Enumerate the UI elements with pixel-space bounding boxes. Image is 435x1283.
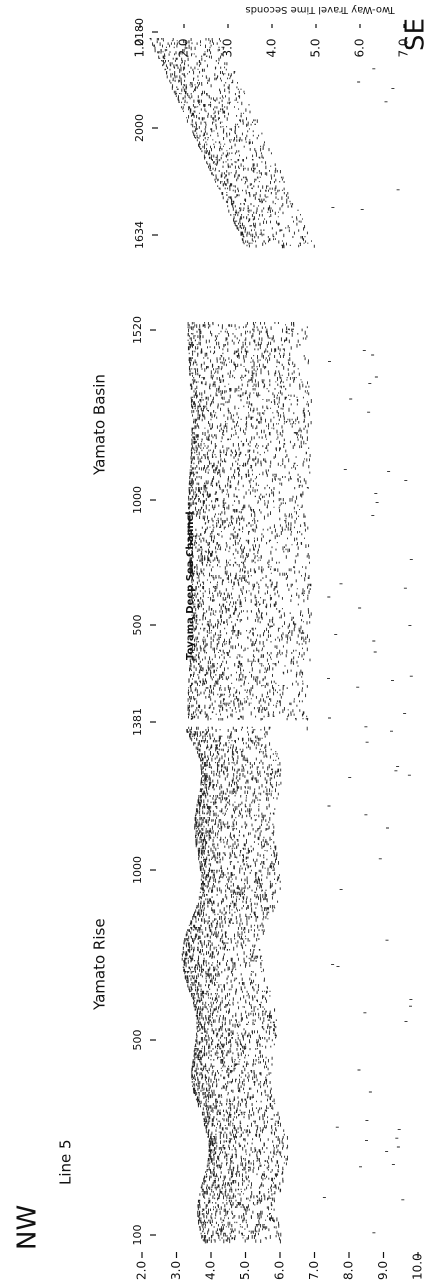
shot-point-label: 100: [131, 1225, 144, 1246]
shot-point-label: 500: [131, 615, 144, 636]
shot-point-label: 2180: [133, 18, 146, 46]
region-label: Yamato Rise: [91, 918, 109, 1011]
time-tick-label: 6.0: [353, 38, 367, 57]
shot-point-label: 1000: [131, 486, 144, 514]
nw-label: NW: [13, 1205, 43, 1250]
shot-point-label: 1634: [133, 221, 146, 249]
time-tick-label: 8.0: [342, 1261, 356, 1280]
channel-label: Toyama Deep Sea Channel: [185, 511, 196, 660]
shot-point-label: 500: [131, 1030, 144, 1051]
axis-title: Two-Way Travel Time Seconds: [245, 4, 395, 15]
shot-point-label: 1520: [131, 316, 144, 344]
time-tick-label: 9.0: [376, 1261, 390, 1280]
time-tick-label: 7.0: [397, 38, 411, 57]
shot-point-label: 1381: [131, 708, 144, 736]
time-tick-label: 3.0: [169, 1261, 183, 1280]
time-tick-label: 4.0: [204, 1261, 218, 1280]
time-tick-label: 5.0: [238, 1261, 252, 1280]
shot-point-label: 2000: [133, 114, 146, 142]
shot-point-label: 1000: [131, 856, 144, 884]
time-tick-label: 4.0: [265, 38, 279, 57]
time-tick-label: 6.0: [273, 1261, 287, 1280]
seismic-profile: NW SE Line 5 Yamato Rise Yamato Basin To…: [0, 0, 435, 1283]
time-tick-label: 5.0: [309, 38, 323, 57]
time-tick-label: 7.0: [307, 1261, 321, 1280]
region-label: Yamato Basin: [91, 374, 109, 476]
time-tick-label: 2.0: [177, 38, 191, 57]
line-label: Line 5: [57, 1139, 75, 1185]
time-tick-label: 3.0: [221, 38, 235, 57]
time-tick-label: 2.0: [135, 1261, 149, 1280]
